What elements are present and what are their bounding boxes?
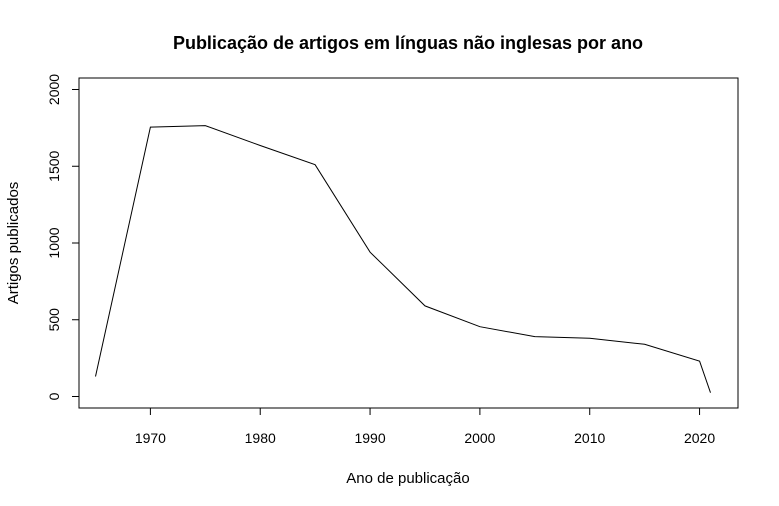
x-tick-label: 2010 <box>574 430 605 446</box>
plot-frame <box>78 77 739 409</box>
x-tick-label: 2000 <box>464 430 495 446</box>
x-tick-label: 1970 <box>135 430 166 446</box>
x-tick-label: 1990 <box>354 430 385 446</box>
y-tick-label: 2000 <box>46 74 62 105</box>
x-axis: 1970 1980 1990 2000 2010 2020 <box>135 408 715 446</box>
y-tick-label: 1500 <box>46 150 62 181</box>
y-axis: 0 500 1000 1500 2000 <box>46 74 79 400</box>
y-tick-label: 500 <box>46 308 62 332</box>
x-tick-label: 1980 <box>245 430 276 446</box>
chart-title: Publicação de artigos em línguas não ing… <box>173 33 643 53</box>
y-tick-label: 0 <box>46 392 62 400</box>
x-axis-label: Ano de publicação <box>346 470 469 487</box>
y-tick-label: 1000 <box>46 227 62 258</box>
y-axis-label: Artigos publicados <box>5 182 22 305</box>
series-line <box>95 125 711 393</box>
x-tick-label: 2020 <box>684 430 715 446</box>
